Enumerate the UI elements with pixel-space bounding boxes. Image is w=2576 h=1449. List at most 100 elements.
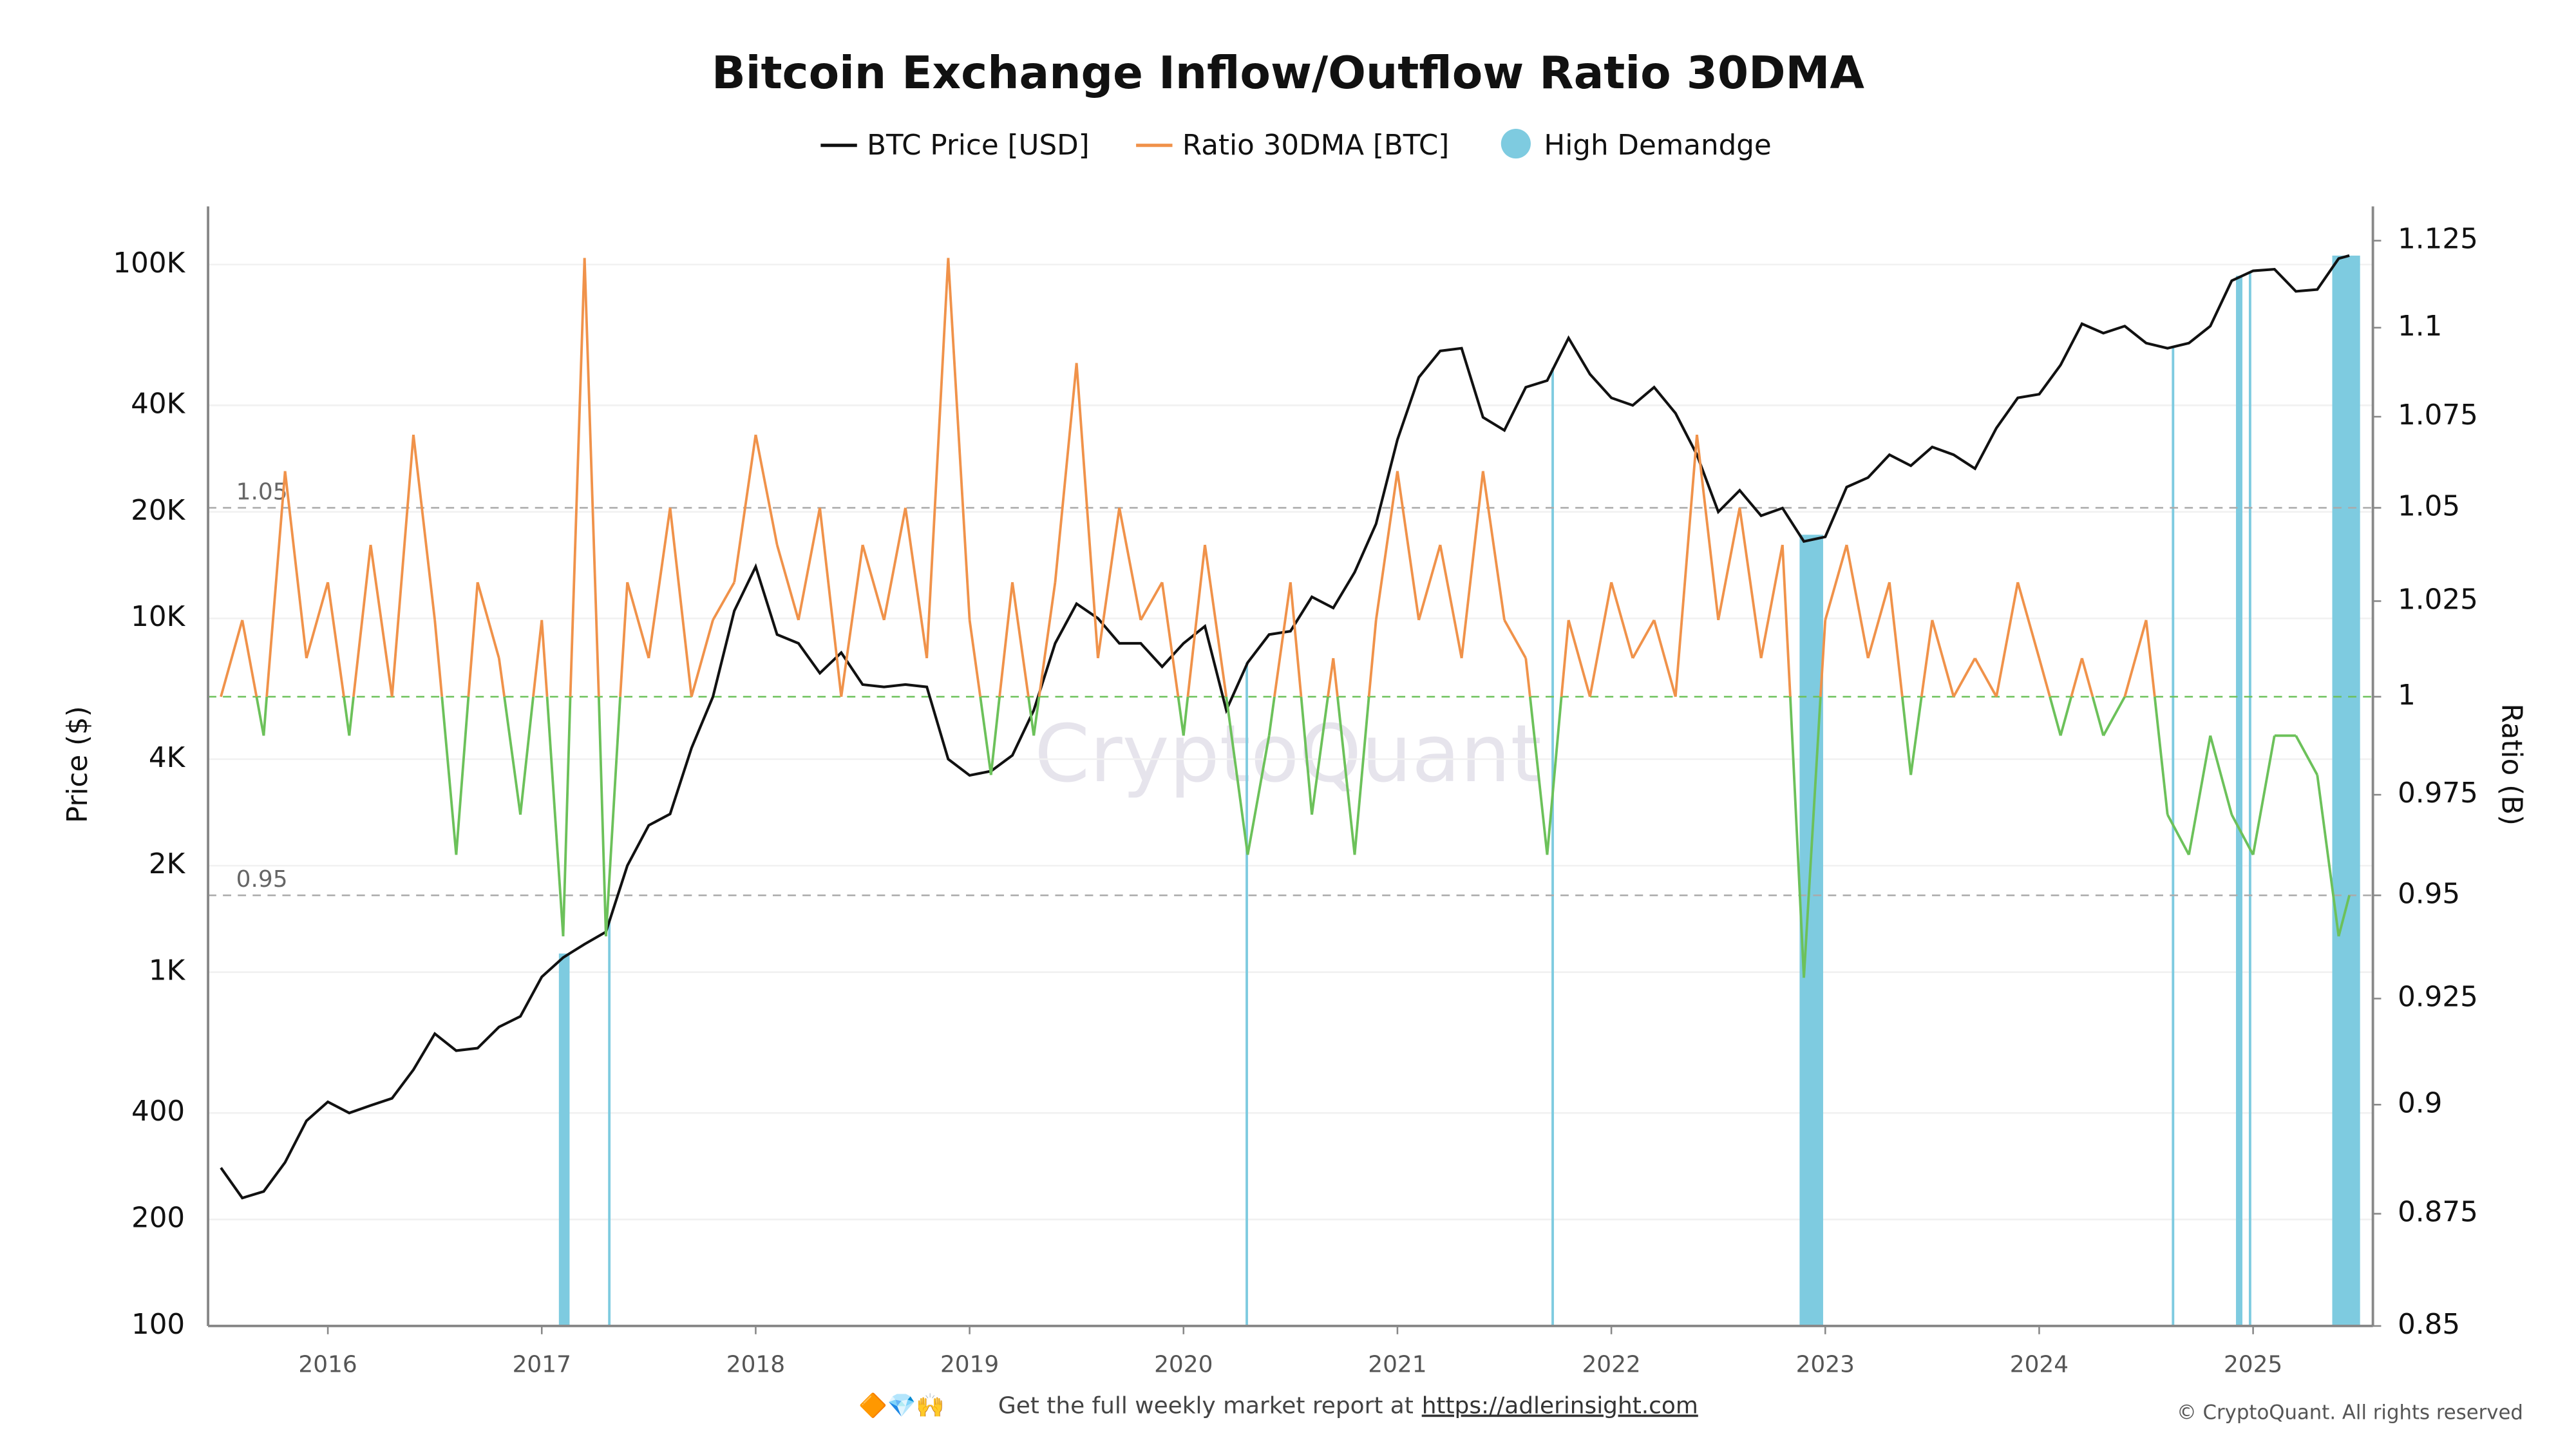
- ratio-segment: [467, 582, 479, 697]
- x-tick-label: 2018: [726, 1352, 785, 1378]
- ratio-segment: [1353, 696, 1370, 855]
- ratio-segment: [1332, 658, 1339, 697]
- y-tick-label: 40K: [131, 388, 185, 420]
- ratio-segment: [1888, 582, 1904, 697]
- ratio-segment: [1075, 363, 1099, 659]
- ratio-segment: [619, 582, 629, 697]
- ratio-segment: [1900, 696, 1913, 775]
- ratio-segment: [754, 434, 779, 545]
- ratio-segment: [797, 507, 821, 621]
- copyright: © CryptoQuant. All rights reserved: [2177, 1401, 2523, 1424]
- y-tick-label: 200: [131, 1202, 185, 1235]
- ratio-segment: [1528, 696, 1549, 855]
- ratio-segment: [647, 507, 672, 659]
- y2-tick-label: 0.925: [2398, 981, 2478, 1014]
- ratio-segment: [1204, 544, 1228, 697]
- ratio-segment: [668, 507, 693, 697]
- ratio-segment: [283, 471, 308, 659]
- footer-link[interactable]: https://adlerinsight.com: [1422, 1393, 1698, 1419]
- ratio-segment: [2295, 735, 2318, 776]
- high-demand-band: [1799, 535, 1823, 1326]
- ratio-segment: [2059, 696, 2073, 736]
- y-tick-label: 400: [131, 1095, 185, 1128]
- x-tick-label: 2021: [1368, 1352, 1426, 1378]
- ratio-segment: [2038, 658, 2051, 697]
- ratio-segment: [1460, 471, 1484, 659]
- chart-title: Bitcoin Exchange Inflow/Outflow Ratio 30…: [712, 48, 1864, 99]
- footer-text: Get the full weekly market report at: [998, 1393, 1414, 1419]
- ratio-segment: [1567, 620, 1591, 697]
- ratio-segment: [925, 258, 950, 659]
- ratio-segment: [1909, 696, 1923, 775]
- ratio-segment: [1037, 582, 1057, 697]
- ratio-segment: [2337, 895, 2351, 937]
- ratio-segment: [626, 582, 650, 659]
- y-axis-label: Price ($): [62, 706, 94, 823]
- y2-tick-label: 1.1: [2398, 310, 2442, 343]
- ratio-segment: [1267, 696, 1276, 736]
- x-tick-label: 2016: [298, 1352, 357, 1378]
- ratio-segment: [1096, 507, 1121, 659]
- ratio-segment: [733, 434, 757, 583]
- ratio-segment: [262, 696, 269, 736]
- ratio-segment: [519, 696, 535, 815]
- y2-tick-label: 1.05: [2398, 491, 2460, 523]
- ratio-segment: [2166, 814, 2190, 856]
- y-tick-label: 100K: [113, 247, 185, 279]
- ratio-segment: [503, 696, 522, 815]
- ratio-segment: [712, 582, 735, 621]
- y2-tick-label: 1: [2398, 679, 2416, 712]
- reference-label: 0.95: [236, 866, 288, 893]
- ratio-segment: [241, 620, 258, 697]
- ratio-segment: [1289, 582, 1303, 697]
- ratio-segment: [265, 471, 287, 697]
- ratio-segment: [1225, 696, 1249, 855]
- ratio-segment: [1417, 544, 1442, 621]
- ratio-segment: [604, 696, 621, 936]
- high-demand-band: [2248, 272, 2251, 1326]
- y2-tick-label: 0.85: [2398, 1309, 2460, 1341]
- price-line: [220, 254, 2350, 1200]
- ratio-segment: [2081, 658, 2094, 697]
- ratio-segment: [1824, 544, 1848, 621]
- ratio-segment: [2153, 696, 2169, 815]
- ratio-segment: [1866, 582, 1891, 659]
- ratio-segment: [569, 258, 586, 697]
- ratio-segment: [1177, 696, 1185, 736]
- ratio-segment: [327, 582, 345, 697]
- x-tick-label: 2024: [2010, 1352, 2069, 1378]
- reference-label: 1.05: [236, 478, 288, 505]
- ratio-segment: [1631, 619, 1656, 659]
- ratio-segment: [947, 258, 971, 620]
- ratio-segment: [2091, 696, 2105, 736]
- ratio-segment: [998, 582, 1014, 697]
- ratio-segment: [1738, 507, 1763, 659]
- ratio-segment: [540, 620, 549, 697]
- ratio-segment: [2123, 620, 2148, 697]
- x-tick-label: 2025: [2224, 1352, 2282, 1378]
- ratio-segment: [861, 544, 886, 621]
- ratio-segment: [1118, 507, 1142, 621]
- ratio-segment: [2145, 620, 2156, 697]
- ratio-segment: [1560, 620, 1570, 697]
- ratio-segment: [819, 507, 843, 697]
- ratio-segment: [1653, 620, 1677, 697]
- ratio-segment: [1311, 696, 1329, 815]
- ratio-segment: [1503, 619, 1527, 659]
- high-demand-band: [558, 953, 570, 1326]
- ratio-segment: [1781, 544, 1792, 697]
- ratio-segment: [2251, 735, 2276, 855]
- ratio-segment: [1246, 735, 1271, 855]
- legend-label: High Demandge: [1544, 129, 1771, 162]
- high-demand-band: [2172, 346, 2175, 1326]
- ratio-segment: [1186, 544, 1206, 697]
- ratio-segment: [2188, 735, 2212, 855]
- ratio-segment: [343, 696, 351, 736]
- y-tick-label: 20K: [131, 495, 185, 527]
- ratio-segment: [2316, 775, 2340, 937]
- ratio-segment: [1845, 544, 1870, 659]
- ratio-segment: [532, 620, 544, 697]
- y2-tick-label: 0.875: [2398, 1197, 2478, 1229]
- watermark: CryptoQuant: [1034, 708, 1542, 800]
- ratio-segment: [1367, 620, 1378, 697]
